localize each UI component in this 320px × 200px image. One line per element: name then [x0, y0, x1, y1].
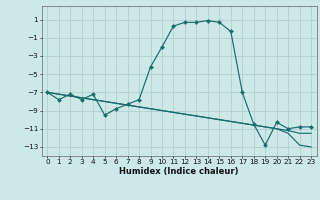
X-axis label: Humidex (Indice chaleur): Humidex (Indice chaleur): [119, 167, 239, 176]
